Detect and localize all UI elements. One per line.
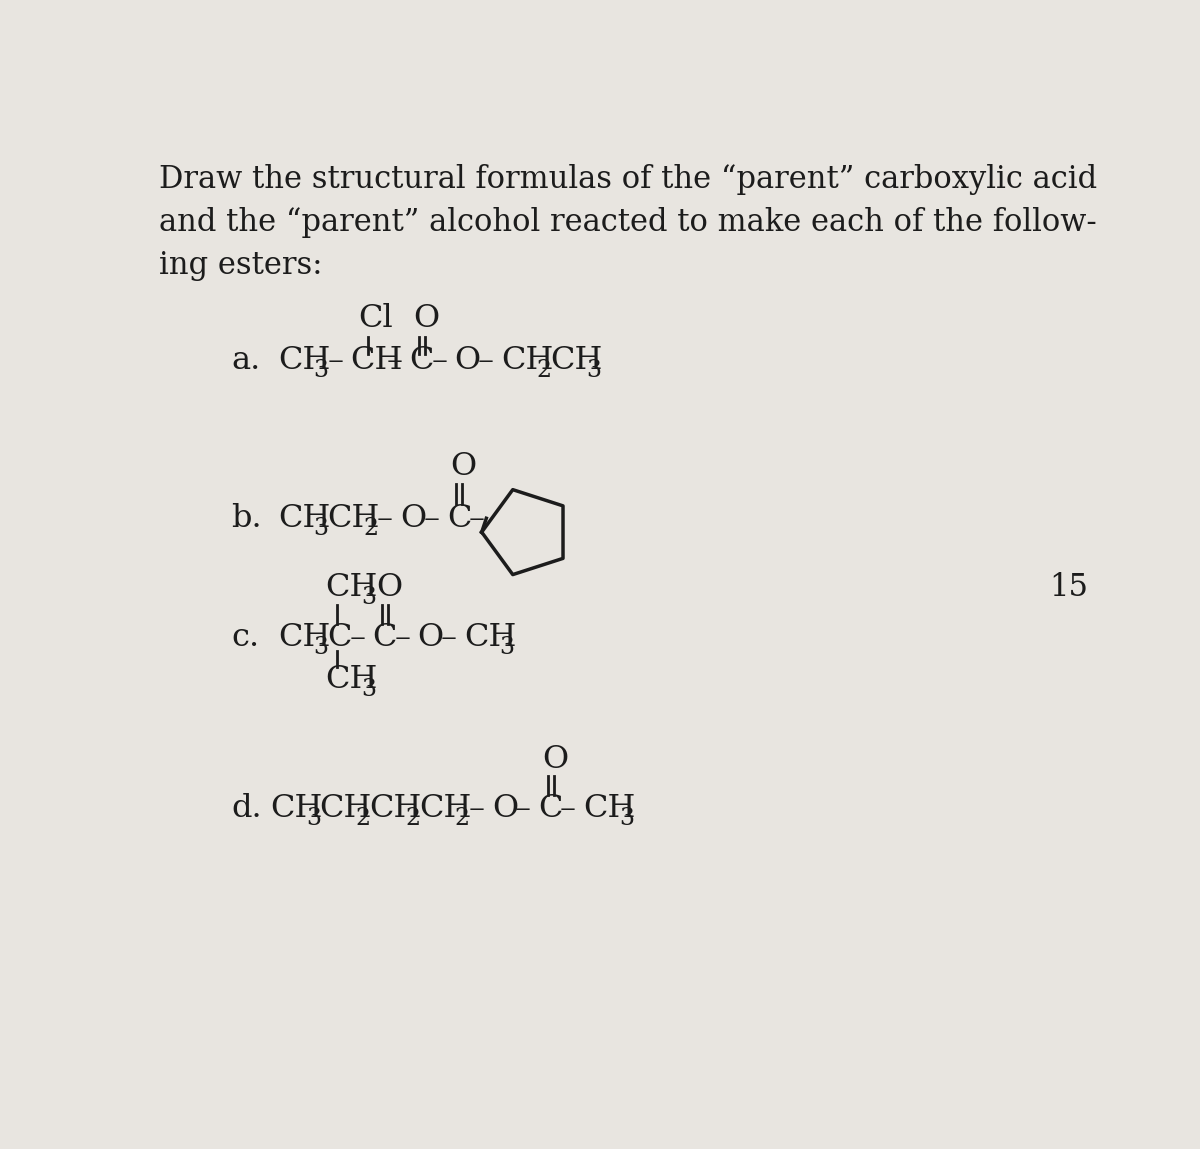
Text: CH: CH: [583, 793, 636, 824]
Text: 2: 2: [455, 807, 469, 830]
Text: C: C: [409, 345, 434, 376]
Text: CH: CH: [325, 664, 378, 695]
Text: 3: 3: [587, 358, 601, 381]
Text: –: –: [349, 622, 365, 653]
Text: –: –: [515, 793, 532, 824]
Text: 2: 2: [364, 517, 378, 540]
Text: –: –: [560, 793, 576, 824]
Text: CH: CH: [419, 793, 472, 824]
Text: 3: 3: [313, 637, 329, 660]
Text: –: –: [478, 345, 494, 376]
Text: O: O: [418, 622, 444, 653]
Text: Draw the structural formulas of the “parent” carboxylic acid: Draw the structural formulas of the “par…: [160, 164, 1098, 195]
Text: 2: 2: [404, 807, 420, 830]
Text: 2: 2: [355, 807, 371, 830]
Text: c.: c.: [232, 622, 259, 653]
Text: –: –: [386, 345, 402, 376]
Text: 3: 3: [313, 517, 329, 540]
Text: CH: CH: [319, 793, 372, 824]
Text: CH: CH: [328, 503, 380, 534]
Text: and the “parent” alcohol reacted to make each of the follow-: and the “parent” alcohol reacted to make…: [160, 207, 1097, 238]
Text: O: O: [542, 743, 569, 774]
Text: 3: 3: [499, 637, 515, 660]
Text: Cl: Cl: [359, 302, 394, 333]
Text: d.: d.: [232, 793, 262, 824]
Text: CH: CH: [278, 345, 330, 376]
Text: a.: a.: [232, 345, 260, 376]
Text: CH: CH: [270, 793, 323, 824]
Text: CH: CH: [278, 622, 330, 653]
Text: O: O: [451, 452, 476, 483]
Text: –: –: [440, 622, 457, 653]
Text: 3: 3: [306, 807, 320, 830]
Text: 2: 2: [536, 358, 552, 381]
Text: O: O: [414, 302, 439, 333]
Text: CH: CH: [502, 345, 553, 376]
Text: O: O: [377, 572, 402, 603]
Text: O: O: [455, 345, 481, 376]
Text: –: –: [377, 503, 394, 534]
Text: C: C: [539, 793, 563, 824]
Text: 15: 15: [1049, 572, 1088, 603]
Text: –: –: [468, 503, 485, 534]
Text: C: C: [372, 622, 397, 653]
Text: 3: 3: [619, 807, 634, 830]
Text: –: –: [394, 622, 410, 653]
Text: CH: CH: [551, 345, 604, 376]
Text: O: O: [492, 793, 518, 824]
Text: ing esters:: ing esters:: [160, 250, 323, 282]
Text: O: O: [401, 503, 426, 534]
Text: CH: CH: [325, 572, 378, 603]
Text: CH: CH: [278, 503, 330, 534]
Text: 3: 3: [313, 358, 329, 381]
Text: b.: b.: [232, 503, 262, 534]
Text: C: C: [446, 503, 472, 534]
Text: C: C: [328, 622, 352, 653]
Text: –: –: [424, 503, 439, 534]
Text: CH: CH: [464, 622, 516, 653]
Text: CH: CH: [370, 793, 421, 824]
Text: 3: 3: [361, 678, 376, 702]
Text: –: –: [468, 793, 485, 824]
Text: –: –: [431, 345, 448, 376]
Text: 3: 3: [361, 586, 376, 609]
Text: –: –: [328, 345, 343, 376]
Text: CH: CH: [350, 345, 403, 376]
